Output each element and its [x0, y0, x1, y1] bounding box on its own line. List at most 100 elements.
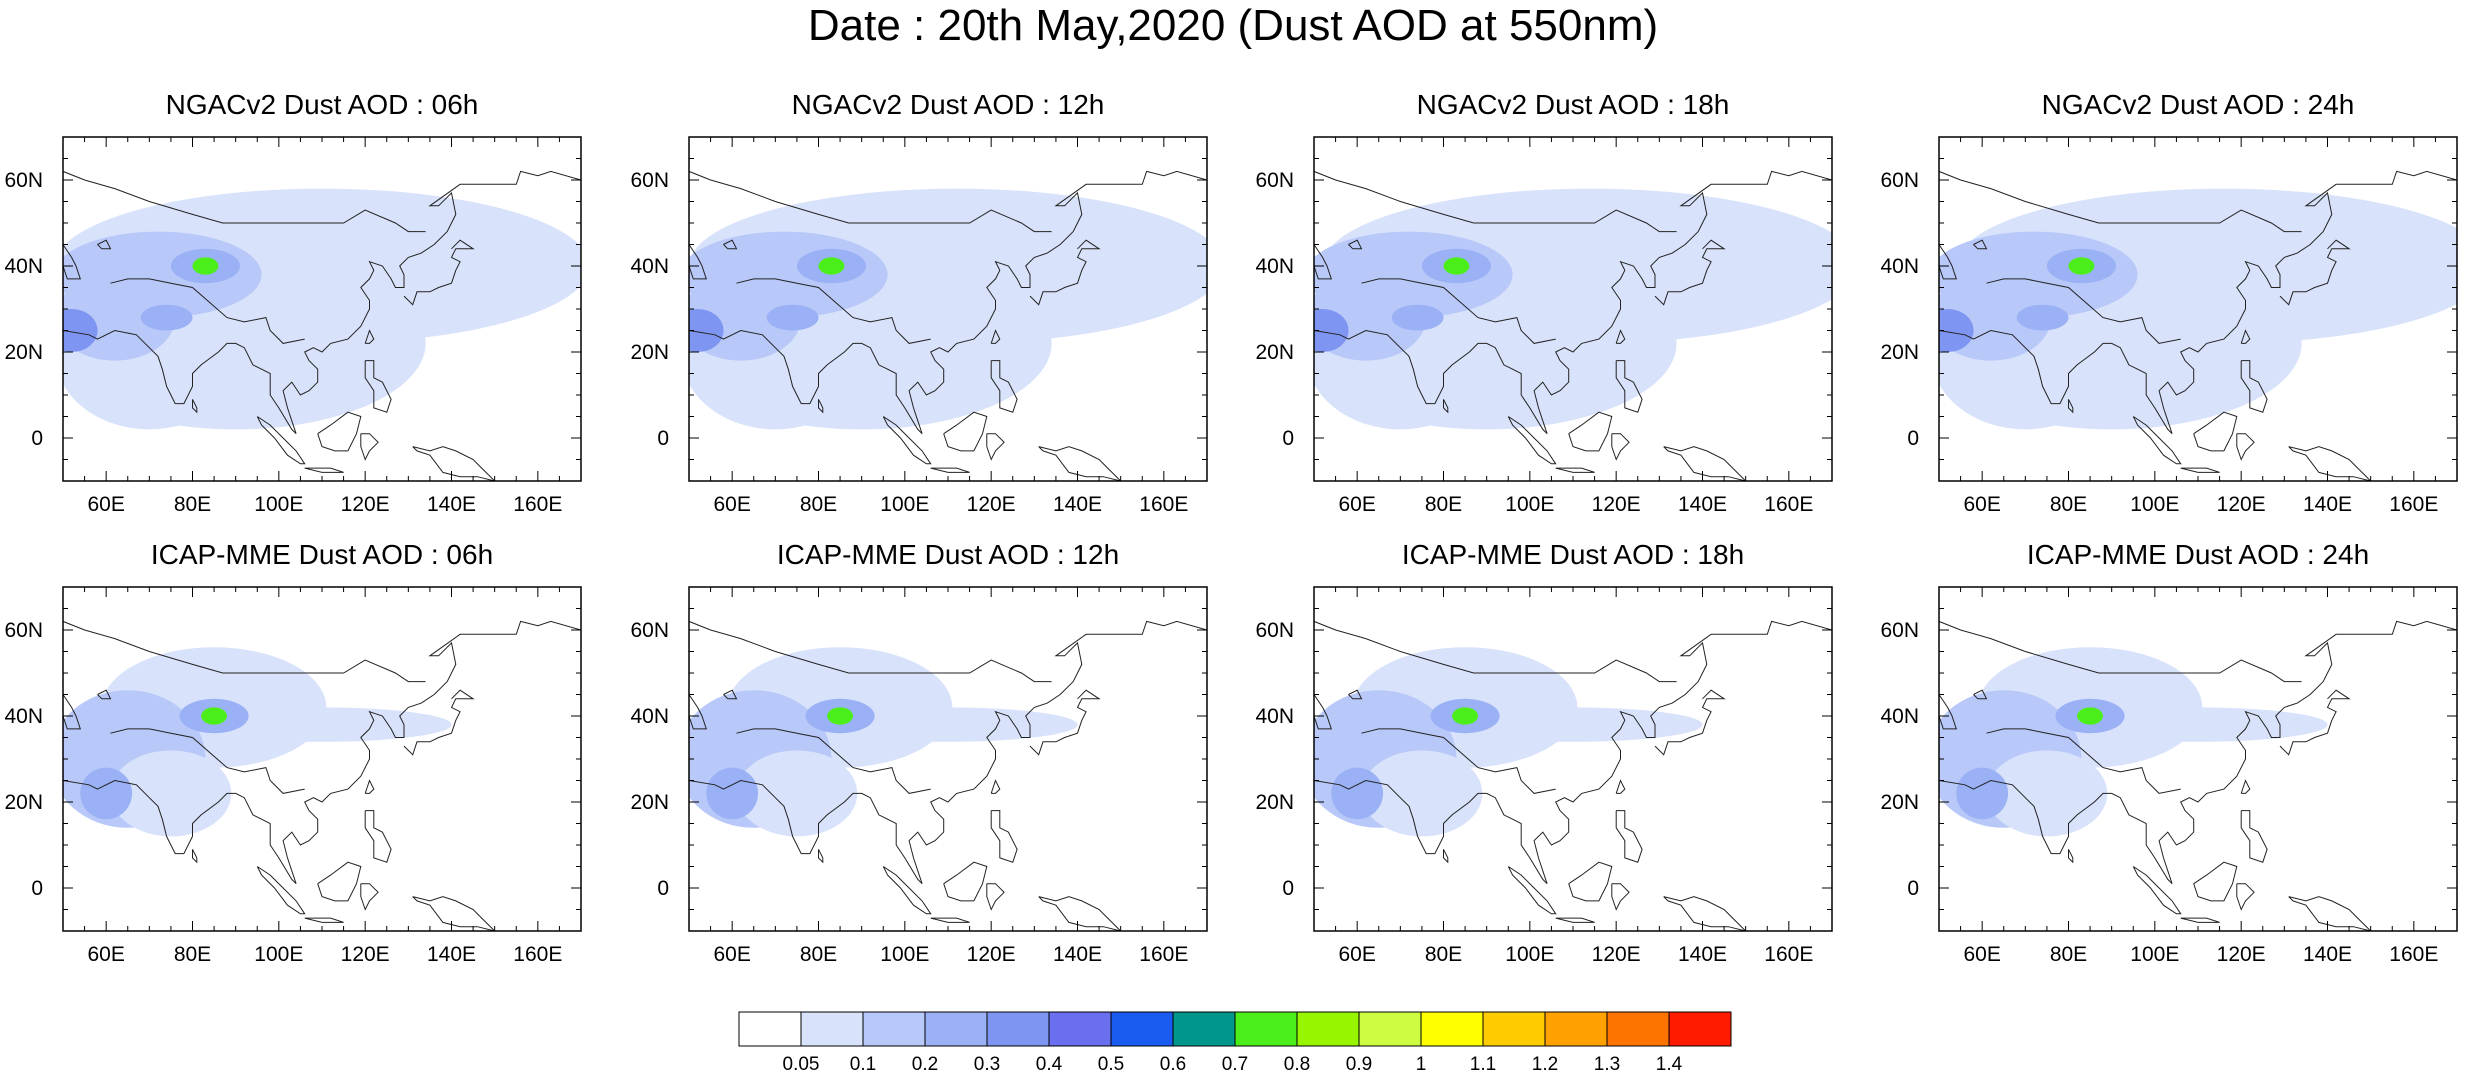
coastline	[1986, 278, 2181, 344]
map-svg: 60E 80E 100E 120E 140E 160E 0 20N 40N 60N	[630, 586, 1208, 966]
colorbar-label: 0.7	[1222, 1054, 1248, 1071]
coastline	[1568, 861, 1613, 902]
coastline	[1361, 278, 1556, 344]
lon-tick-label: 80E	[2050, 493, 2087, 516]
map-svg: 60E 80E 100E 120E 140E 160E 0 20N 40N 60N	[1880, 586, 2458, 966]
colorbar-box	[800, 1011, 864, 1047]
map-panel: 60E 80E 100E 120E 140E 160E 0 20N 40N 60N ICAP-MME…	[1251, 450, 1851, 966]
coastline	[1939, 244, 1957, 280]
dust-field	[689, 188, 1207, 430]
coastline	[689, 244, 707, 280]
lon-tick-label: 100E	[880, 943, 929, 966]
colorbar-box	[1420, 1011, 1484, 1047]
lat-tick-label: 60N	[1880, 169, 1919, 192]
coastline	[364, 329, 375, 344]
lon-tick-label: 160E	[1139, 943, 1188, 966]
coastline	[2279, 239, 2351, 306]
lon-tick-label: 160E	[2389, 943, 2438, 966]
coastline	[2180, 917, 2220, 923]
colorbar-box	[1234, 1011, 1298, 1047]
coastline	[1029, 689, 1101, 756]
dust-contour	[192, 707, 452, 742]
lon-tick-label: 140E	[2303, 493, 2352, 516]
lat-tick-label: 20N	[630, 791, 669, 814]
lon-tick-label: 80E	[2050, 943, 2087, 966]
lon-tick-label: 120E	[2217, 493, 2266, 516]
lon-tick-label: 140E	[1678, 943, 1727, 966]
coastline	[2240, 329, 2251, 344]
coastline	[1443, 849, 1449, 864]
map-panel: 60E 80E 100E 120E 140E 160E 0 20N 40N 60N ICAP-MME…	[626, 450, 1226, 966]
coastline	[990, 329, 1001, 344]
coastline	[943, 861, 988, 902]
coastline	[97, 239, 112, 250]
coastline	[2236, 883, 2255, 911]
lon-tick-label: 80E	[174, 493, 211, 516]
coastline	[930, 917, 970, 923]
coastlines	[1314, 170, 1832, 481]
colorbar-label: 0.5	[1098, 1054, 1124, 1071]
coastline	[2068, 399, 2074, 414]
coastline	[403, 689, 475, 756]
colorbar-box	[1172, 1011, 1236, 1047]
coastline	[2236, 433, 2255, 461]
coastline	[1615, 779, 1626, 794]
coastline	[110, 728, 305, 794]
colorbar-box	[1668, 1011, 1732, 1047]
coastline	[2193, 861, 2238, 902]
lat-tick-label: 60N	[630, 169, 669, 192]
dust-contour	[1939, 309, 1974, 352]
coastlines	[689, 170, 1207, 481]
dust-contour	[201, 707, 228, 725]
panel-title: NGACv2 Dust AOD : 18h	[1416, 89, 1730, 120]
dust-contour	[1443, 707, 1703, 742]
lat-tick-label: 0	[1282, 877, 1294, 900]
coastline	[818, 399, 824, 414]
coastline	[2240, 810, 2268, 863]
coastline	[1029, 239, 1101, 306]
colorbar-label: 0.9	[1346, 1054, 1372, 1071]
coastline	[304, 467, 344, 473]
lon-tick-label: 140E	[2303, 943, 2352, 966]
lon-tick-label: 100E	[1505, 493, 1554, 516]
dust-contour	[1443, 257, 1470, 275]
dust-contour	[818, 257, 845, 275]
lat-tick-label: 20N	[630, 341, 669, 364]
colorbar-box	[924, 1011, 988, 1047]
lat-tick-label: 40N	[630, 705, 669, 728]
lon-tick-label: 140E	[427, 493, 476, 516]
coastline	[360, 883, 379, 911]
coastline	[256, 416, 306, 465]
dust-contour	[1331, 767, 1384, 820]
dust-contour	[818, 707, 1078, 742]
lat-tick-label: 20N	[4, 791, 43, 814]
coastline	[1314, 244, 1332, 280]
lon-tick-label: 120E	[1592, 943, 1641, 966]
colorbar-label: 1.1	[1470, 1054, 1496, 1071]
colorbar-label: 0.05	[783, 1054, 820, 1071]
colorbar-label: 0.2	[912, 1054, 938, 1071]
coastline	[1615, 810, 1643, 863]
coastline	[63, 694, 81, 730]
dust-contour	[2068, 707, 2328, 742]
lat-tick-label: 40N	[1880, 705, 1919, 728]
coastline	[1314, 620, 1832, 885]
map-panel: 60E 80E 100E 120E 140E 160E 0 20N 40N 60N NGACv2 D…	[1876, 0, 2466, 516]
coastline	[1611, 433, 1630, 461]
coastline	[110, 278, 305, 344]
lat-tick-label: 20N	[1880, 791, 1919, 814]
colorbar-label: 0.6	[1160, 1054, 1186, 1071]
coastline	[1314, 170, 1677, 233]
coastline	[723, 239, 738, 250]
coastline	[364, 810, 392, 863]
dust-field	[63, 188, 581, 430]
lon-tick-label: 80E	[1425, 943, 1462, 966]
coastline	[63, 170, 426, 233]
dust-contour	[140, 304, 193, 331]
coastlines	[1314, 620, 1832, 931]
lon-tick-label: 60E	[1338, 493, 1375, 516]
colorbar-box	[1482, 1011, 1546, 1047]
coastline	[1507, 416, 1557, 465]
coastline	[689, 170, 1207, 435]
